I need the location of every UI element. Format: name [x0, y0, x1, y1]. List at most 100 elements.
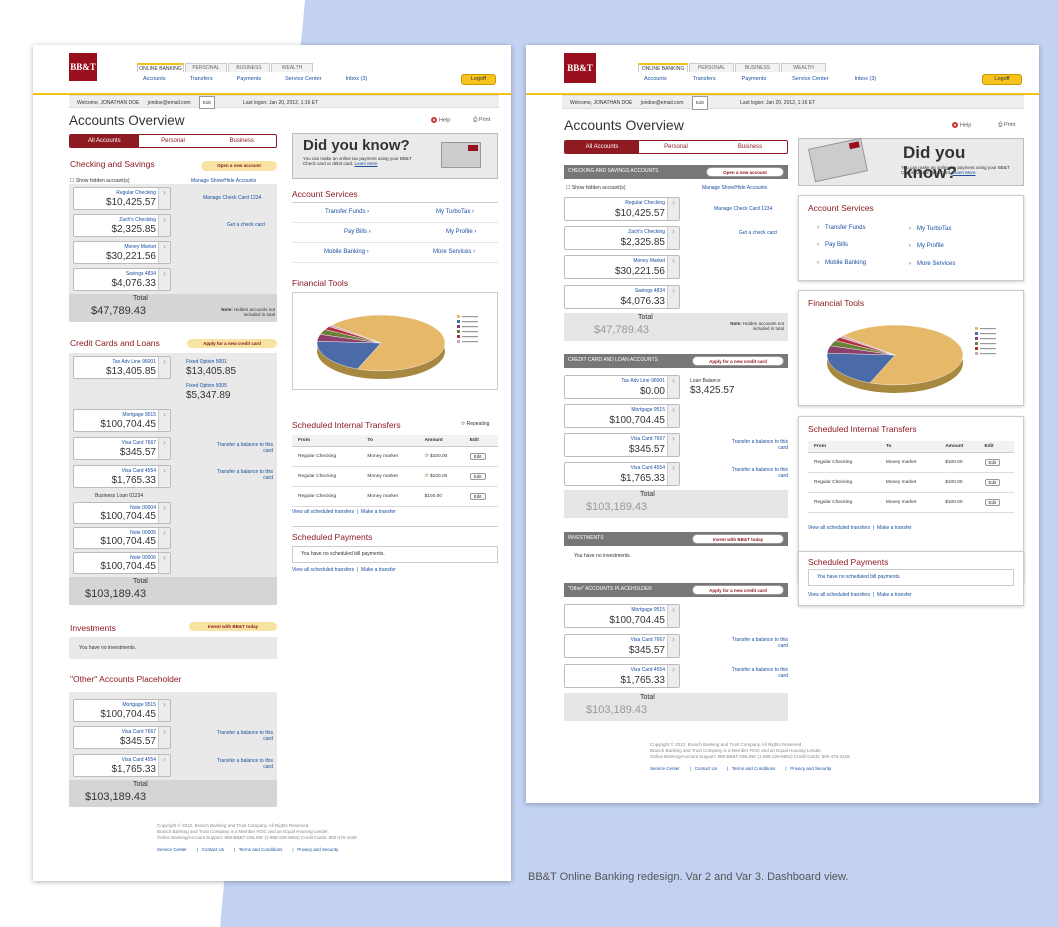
mobile-banking-link[interactable]: Mobile Banking: [817, 260, 866, 266]
financial-tools-chart[interactable]: [292, 292, 498, 390]
print-link[interactable]: ⎙ Print: [473, 117, 491, 123]
account-money-market[interactable]: Money Market $30,221.56 ›: [564, 255, 680, 279]
view-transfers-links[interactable]: View all scheduled transfers | Make a tr…: [292, 509, 396, 515]
edit-email-button[interactable]: Edit: [691, 96, 708, 110]
account-note-00005[interactable]: Note 00005 $100,704.45 ›: [73, 527, 171, 549]
transfer-balance-link[interactable]: Transfer a balance to this card: [731, 667, 788, 679]
invest-button[interactable]: Invest with BB&T today: [189, 622, 277, 631]
logoff-button[interactable]: Logoff: [461, 74, 496, 85]
transfer-balance-link[interactable]: Transfer a balance to this card: [731, 439, 788, 451]
account-zachs-checking[interactable]: Zach's Checking $2,325.85 ›: [73, 214, 171, 237]
footer-terms[interactable]: Terms and Conditions: [238, 847, 283, 852]
edit-transfer-button[interactable]: Edit: [984, 498, 1001, 506]
view-transfers-links[interactable]: View all scheduled transfers | Make a tr…: [808, 592, 912, 598]
account-savings[interactable]: Savings 4834 $4,076.33 ›: [564, 285, 680, 309]
mobile-banking-link[interactable]: Mobile Banking ›: [324, 249, 369, 255]
nav-service-center[interactable]: Service Center: [792, 76, 829, 82]
tab-personal[interactable]: PERSONAL: [185, 63, 227, 72]
account-note-00004[interactable]: Note 00004 $100,704.45 ›: [73, 502, 171, 524]
nav-payments[interactable]: Payments: [236, 76, 262, 82]
nav-inbox[interactable]: Inbox (3): [854, 76, 877, 82]
apply-card-button[interactable]: Apply for a new credit card: [187, 339, 277, 348]
account-mortgage[interactable]: Mortgage 9515 $100,704.45 ›: [73, 699, 171, 722]
tab-wealth[interactable]: WEALTH: [271, 63, 313, 72]
tab-personal[interactable]: PERSONAL: [689, 63, 734, 72]
tab-business[interactable]: BUSINESS: [228, 63, 270, 72]
get-check-card-link[interactable]: Get a check card: [227, 222, 265, 228]
edit-transfer-button[interactable]: Edit: [469, 452, 486, 460]
nav-payments[interactable]: Payments: [741, 76, 767, 82]
tab-online-banking[interactable]: ONLINE BANKING: [638, 63, 688, 72]
transfer-balance-link[interactable]: Transfer a balance to this card: [216, 730, 273, 742]
invest-button[interactable]: Invest with BB&T today: [692, 534, 784, 544]
logoff-button[interactable]: Logoff: [982, 74, 1022, 85]
transfer-balance-link[interactable]: Transfer a balance to this card: [731, 467, 788, 479]
spending-pie-chart[interactable]: [799, 309, 1023, 405]
account-money-market[interactable]: Money Market $30,221.56 ›: [73, 241, 171, 264]
footer-contact-us[interactable]: Contact Us: [694, 766, 717, 771]
nav-accounts[interactable]: Accounts: [644, 76, 667, 82]
tab-wealth[interactable]: WEALTH: [781, 63, 826, 72]
transfer-balance-link[interactable]: Transfer a balance to this card: [216, 758, 273, 770]
transfer-funds-link[interactable]: Transfer Funds ›: [325, 209, 370, 215]
fixed-option-5005-link[interactable]: Fixed Option 5005: [186, 383, 227, 389]
help-link[interactable]: Help: [952, 122, 971, 128]
apply-card-button[interactable]: Apply for a new credit card: [692, 356, 784, 366]
show-hidden-checkbox[interactable]: ☐ Show hidden account(s): [566, 185, 626, 191]
tab-online-banking[interactable]: ONLINE BANKING: [137, 63, 184, 72]
did-you-know-promo[interactable]: Did you know? You can make an online tax…: [798, 137, 1024, 186]
footer-privacy[interactable]: Privacy and Security: [297, 847, 339, 852]
account-visa-7667[interactable]: Visa Card 7667 $345.57 ›: [73, 726, 171, 749]
fixed-option-5001-link[interactable]: Fixed Option 5001: [186, 359, 227, 365]
my-turbotax-link[interactable]: My TurboTax: [909, 226, 951, 232]
account-savings[interactable]: Savings 4834 $4,076.33 ›: [73, 268, 171, 291]
footer-contact-us[interactable]: Contact Us: [201, 847, 224, 852]
open-account-button[interactable]: Open a new account: [201, 161, 277, 171]
account-mortgage[interactable]: Mortgage 9515 $100,704.45 ›: [73, 409, 171, 432]
my-profile-link[interactable]: My Profile ›: [446, 229, 477, 235]
transfer-balance-link[interactable]: Transfer a balance to this card: [216, 442, 273, 454]
edit-email-button[interactable]: Edit: [198, 96, 215, 109]
account-regular-checking[interactable]: Regular Checking $10,425.57 ›: [564, 197, 680, 221]
print-link[interactable]: ⎙ Print: [998, 122, 1016, 128]
account-tax-adv-line[interactable]: Tax Adv Line 96001 $0.00 ›: [564, 375, 680, 399]
manage-accounts-link[interactable]: Manage Show/Hide Accounts: [702, 185, 768, 191]
help-link[interactable]: Help: [431, 117, 450, 123]
transfer-balance-link[interactable]: Transfer a balance to this card: [216, 469, 273, 481]
my-turbotax-link[interactable]: My TurboTax ›: [436, 209, 475, 215]
filter-all-accounts[interactable]: All Accounts: [70, 135, 139, 147]
account-mortgage[interactable]: Mortgage 9515 $100,704.45 ›: [564, 404, 680, 428]
account-visa-4554[interactable]: Visa Card 4554 $1,765.33 ›: [73, 754, 171, 777]
footer-service-center[interactable]: Service Center: [650, 766, 680, 771]
my-profile-link[interactable]: My Profile: [909, 243, 944, 249]
filter-business[interactable]: Business: [229, 138, 254, 144]
manage-check-card-link[interactable]: Manage Check Card 1234: [203, 195, 262, 201]
view-transfers-links[interactable]: View all scheduled transfers | Make a tr…: [808, 525, 912, 531]
account-visa-4554[interactable]: Visa Card 4554 $1,765.33 ›: [564, 462, 680, 486]
get-check-card-link[interactable]: Get a check card: [739, 230, 777, 236]
more-services-link[interactable]: More Services ›: [433, 249, 476, 255]
footer-privacy[interactable]: Privacy and Security: [790, 766, 832, 771]
footer-service-center[interactable]: Service Center: [157, 847, 187, 852]
filter-personal[interactable]: Personal: [664, 144, 688, 150]
account-regular-checking[interactable]: Regular Checking $10,425.57 ›: [73, 187, 171, 210]
edit-transfer-button[interactable]: Edit: [984, 458, 1001, 466]
filter-personal[interactable]: Personal: [161, 138, 185, 144]
edit-transfer-button[interactable]: Edit: [984, 478, 1001, 486]
transfer-balance-link[interactable]: Transfer a balance to this card: [731, 637, 788, 649]
account-note-00006[interactable]: Note 00006 $100,704.45 ›: [73, 552, 171, 574]
manage-check-card-link[interactable]: Manage Check Card 1234: [714, 206, 773, 212]
account-mortgage[interactable]: Mortgage 9515 $100,704.45 ›: [564, 604, 680, 628]
nav-inbox[interactable]: Inbox (3): [345, 76, 368, 82]
filter-all-accounts[interactable]: All Accounts: [565, 141, 639, 153]
show-hidden-checkbox[interactable]: ☐ Show hidden account(s): [70, 178, 130, 184]
more-services-link[interactable]: More Services: [909, 261, 955, 267]
did-you-know-promo[interactable]: Did you know? You can make an online tax…: [292, 133, 498, 179]
account-zachs-checking[interactable]: Zach's Checking $2,325.85 ›: [564, 226, 680, 250]
edit-transfer-button[interactable]: Edit: [469, 492, 486, 500]
account-tax-adv-line[interactable]: Tax Adv Line 96001 $13,405.85 ›: [73, 356, 171, 379]
account-visa-4554[interactable]: Visa Card 4554 $1,765.33 ›: [564, 664, 680, 688]
pay-bills-link[interactable]: Pay Bills: [817, 242, 848, 248]
apply-card-button[interactable]: Apply for a new credit card: [692, 585, 784, 595]
account-visa-4554[interactable]: Visa Card 4554 $1,765.33 ›: [73, 465, 171, 488]
